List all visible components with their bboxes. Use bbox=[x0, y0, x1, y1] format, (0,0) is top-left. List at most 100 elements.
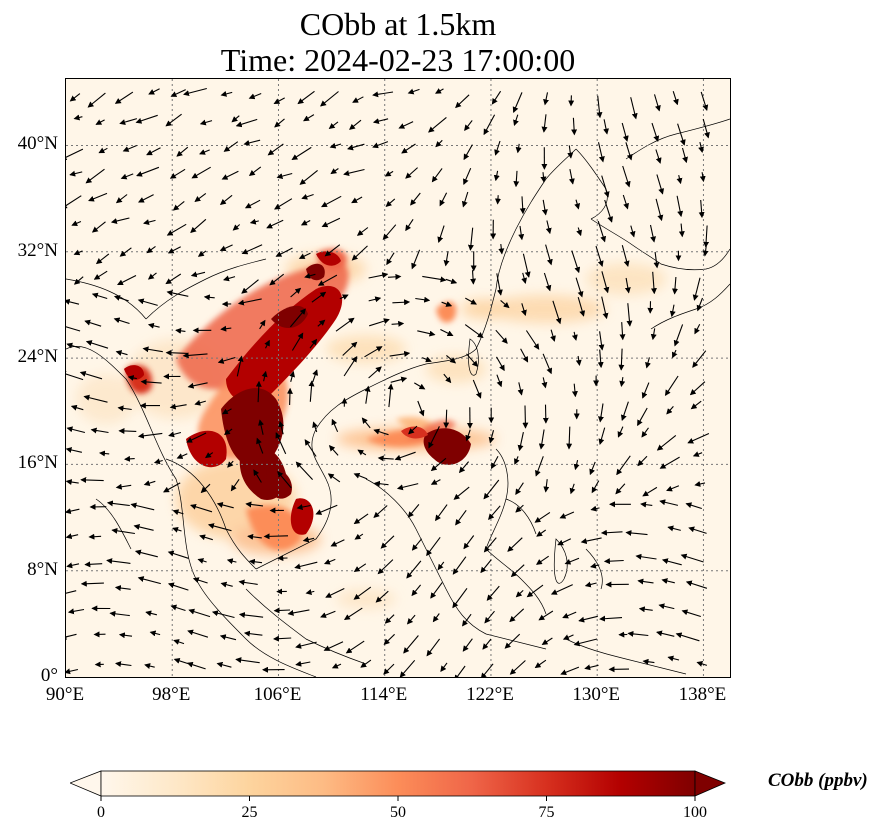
wind-arrow bbox=[440, 329, 454, 336]
wind-arrow bbox=[317, 319, 326, 327]
lon-label-4: 122°E bbox=[466, 684, 514, 705]
wind-arrow bbox=[387, 383, 394, 408]
wind-arrow bbox=[700, 91, 709, 111]
map-title-line-1: CObb at 1.5km bbox=[299, 6, 497, 42]
wind-arrow bbox=[439, 192, 448, 207]
wind-arrow bbox=[515, 482, 524, 496]
wind-arrow bbox=[518, 225, 525, 241]
wind-arrow bbox=[689, 381, 706, 396]
wind-arrow bbox=[230, 478, 240, 492]
gridlines bbox=[66, 79, 730, 677]
wind-arrow bbox=[91, 292, 108, 300]
wind-arrow bbox=[317, 274, 338, 286]
wind-arrow bbox=[321, 195, 342, 208]
wind-arrow bbox=[645, 357, 651, 369]
wind-arrow bbox=[295, 641, 317, 649]
wind-arrow bbox=[597, 349, 604, 369]
wind-arrow bbox=[264, 339, 270, 349]
wind-arrow bbox=[462, 613, 472, 627]
wind-arrow bbox=[136, 166, 160, 177]
wind-arrow bbox=[422, 275, 447, 283]
map-title-line-2: Time: 2024-02-23 17:00:00 bbox=[220, 42, 576, 78]
wind-arrow bbox=[680, 553, 704, 563]
wind-arrow bbox=[678, 223, 685, 238]
wind-arrow bbox=[515, 143, 522, 154]
wind-arrow bbox=[649, 224, 656, 243]
wind-arrow bbox=[266, 219, 284, 229]
wind-arrow bbox=[165, 273, 182, 285]
wind-arrow bbox=[117, 275, 137, 286]
wind-arrow bbox=[417, 400, 425, 417]
wind-arrow bbox=[525, 330, 540, 350]
wind-arrow bbox=[535, 555, 550, 565]
wind-arrow bbox=[514, 456, 520, 465]
wind-arrow bbox=[578, 615, 598, 623]
wind-arrow bbox=[411, 584, 422, 597]
wind-arrow bbox=[66, 562, 80, 569]
wind-arrow bbox=[638, 606, 653, 613]
wind-arrow bbox=[91, 221, 106, 233]
wind-arrow bbox=[95, 253, 110, 265]
wind-arrow bbox=[343, 168, 365, 177]
wind-arrow bbox=[598, 331, 605, 351]
wind-arrow bbox=[115, 661, 132, 668]
wind-arrow bbox=[329, 142, 342, 149]
wind-arrow bbox=[190, 503, 213, 513]
wind-arrow bbox=[211, 610, 235, 619]
wind-arrow bbox=[248, 558, 263, 565]
wind-arrow bbox=[491, 455, 499, 470]
wind-arrow bbox=[256, 437, 264, 454]
wind-arrow bbox=[330, 168, 339, 175]
wind-arrow bbox=[360, 659, 372, 668]
wind-arrow bbox=[590, 505, 600, 512]
wind-arrow bbox=[543, 92, 549, 106]
wind-arrow bbox=[541, 114, 548, 133]
wind-arrow bbox=[500, 299, 510, 309]
wind-arrow bbox=[472, 379, 482, 399]
colorbar-svg bbox=[68, 770, 727, 801]
wind-arrow bbox=[207, 523, 232, 532]
wind-arrow bbox=[458, 461, 470, 474]
wind-arrow bbox=[351, 196, 363, 204]
wind-arrow bbox=[651, 122, 660, 142]
wind-arrow bbox=[601, 271, 610, 294]
wind-arrow bbox=[312, 369, 319, 383]
wind-arrow bbox=[221, 408, 232, 415]
wind-arrow bbox=[278, 420, 285, 435]
wind-arrow bbox=[618, 348, 625, 371]
wind-arrow bbox=[172, 509, 184, 516]
wind-arrow bbox=[577, 297, 586, 317]
wind-arrow bbox=[687, 432, 710, 444]
wind-arrow bbox=[488, 505, 501, 520]
wind-arrow bbox=[133, 524, 154, 531]
wind-arrow bbox=[118, 427, 137, 434]
wind-arrow bbox=[641, 427, 649, 438]
wind-arrow bbox=[106, 500, 130, 507]
wind-arrow bbox=[243, 139, 261, 146]
wind-arrow bbox=[538, 610, 554, 621]
wind-arrow bbox=[641, 382, 650, 399]
wind-arrow bbox=[580, 537, 602, 545]
wind-arrow bbox=[88, 192, 108, 202]
wind-arrow bbox=[417, 330, 436, 337]
wind-arrow bbox=[411, 249, 421, 270]
wind-arrow bbox=[455, 94, 470, 109]
wind-arrow bbox=[621, 122, 629, 142]
wind-arrow bbox=[258, 419, 264, 435]
wind-arrow bbox=[137, 298, 158, 306]
wind-arrow bbox=[407, 504, 420, 518]
wind-arrow bbox=[467, 227, 474, 251]
wind-arrow bbox=[320, 610, 336, 618]
wind-arrow bbox=[637, 455, 648, 467]
wind-arrow bbox=[361, 417, 371, 429]
wind-arrow bbox=[166, 289, 189, 297]
wind-arrow bbox=[84, 561, 103, 568]
wind-arrow bbox=[353, 563, 367, 572]
wind-arrow bbox=[452, 587, 468, 609]
wind-arrow bbox=[226, 558, 237, 565]
wind-arrow bbox=[353, 586, 372, 600]
wind-arrow bbox=[538, 429, 545, 450]
wind-arrow bbox=[153, 458, 163, 465]
wind-arrow bbox=[380, 535, 395, 549]
wind-arrow bbox=[625, 530, 648, 536]
